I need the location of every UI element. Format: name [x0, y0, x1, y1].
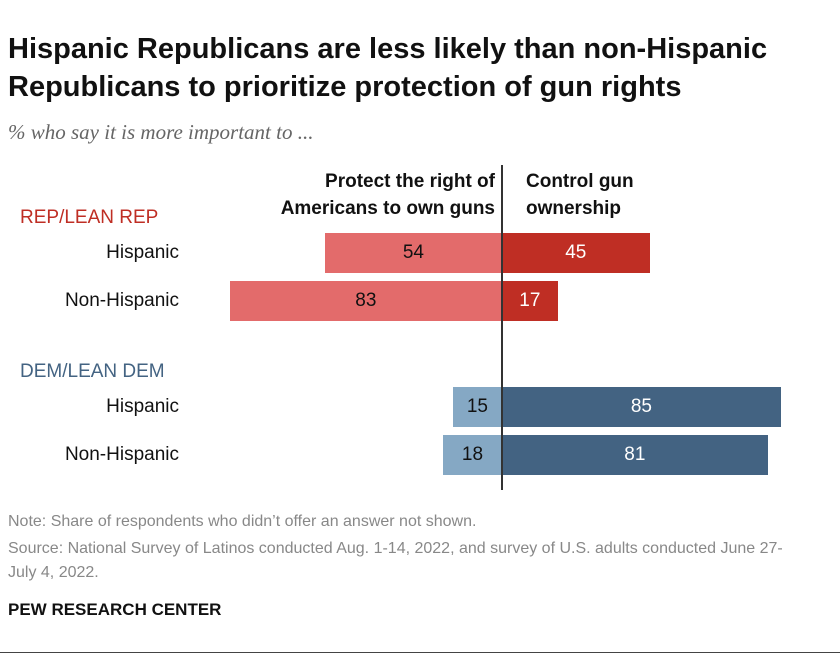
value-label-control: 45	[565, 242, 587, 263]
note: Note: Share of respondents who didn’t of…	[8, 513, 477, 530]
column-header-protect: Protect the right of Americans to own gu…	[280, 171, 495, 219]
value-label-protect: 15	[466, 396, 488, 417]
value-label-protect: 54	[402, 242, 424, 263]
source: Source: National Survey of Latinos condu…	[8, 540, 783, 581]
value-label-control: 81	[624, 444, 646, 465]
value-label-protect: 18	[461, 444, 484, 465]
chart-subtitle: % who say it is more important to ...	[8, 120, 314, 144]
bar-control	[502, 435, 768, 475]
value-label-control: 17	[519, 290, 541, 311]
row-label: Hispanic	[106, 396, 179, 417]
group-label: DEM/LEAN DEM	[20, 361, 165, 382]
row-label: Hispanic	[106, 242, 179, 263]
bar-protect	[442, 435, 502, 475]
row-label: Non-Hispanic	[64, 290, 179, 311]
bar-protect	[452, 387, 502, 427]
chart-title: Hispanic Republicans are less likely tha…	[8, 33, 768, 103]
bar-control	[502, 281, 558, 321]
value-label-control: 85	[630, 396, 652, 417]
bar-protect	[229, 281, 502, 321]
brand-label: PEW RESEARCH CENTER	[8, 600, 222, 619]
bottom-rule	[0, 652, 840, 653]
bar-protect	[324, 233, 502, 273]
row-label: Non-Hispanic	[64, 444, 179, 465]
value-label-protect: 83	[355, 290, 377, 311]
column-header-control: Control gun ownership	[526, 171, 634, 219]
group-label: REP/LEAN REP	[20, 207, 159, 228]
bar-control	[502, 387, 781, 427]
center-axis-line	[501, 165, 503, 490]
bar-control	[502, 233, 650, 273]
